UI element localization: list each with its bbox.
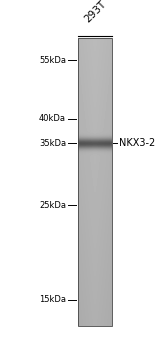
Text: 55kDa: 55kDa (39, 56, 66, 65)
Text: 293T: 293T (82, 0, 108, 24)
Text: 35kDa: 35kDa (39, 139, 66, 148)
Text: NKX3-2: NKX3-2 (119, 138, 155, 148)
Text: 40kDa: 40kDa (39, 114, 66, 123)
Bar (78, 38, 112, 326)
Text: 25kDa: 25kDa (39, 201, 66, 210)
Text: 15kDa: 15kDa (39, 295, 66, 304)
